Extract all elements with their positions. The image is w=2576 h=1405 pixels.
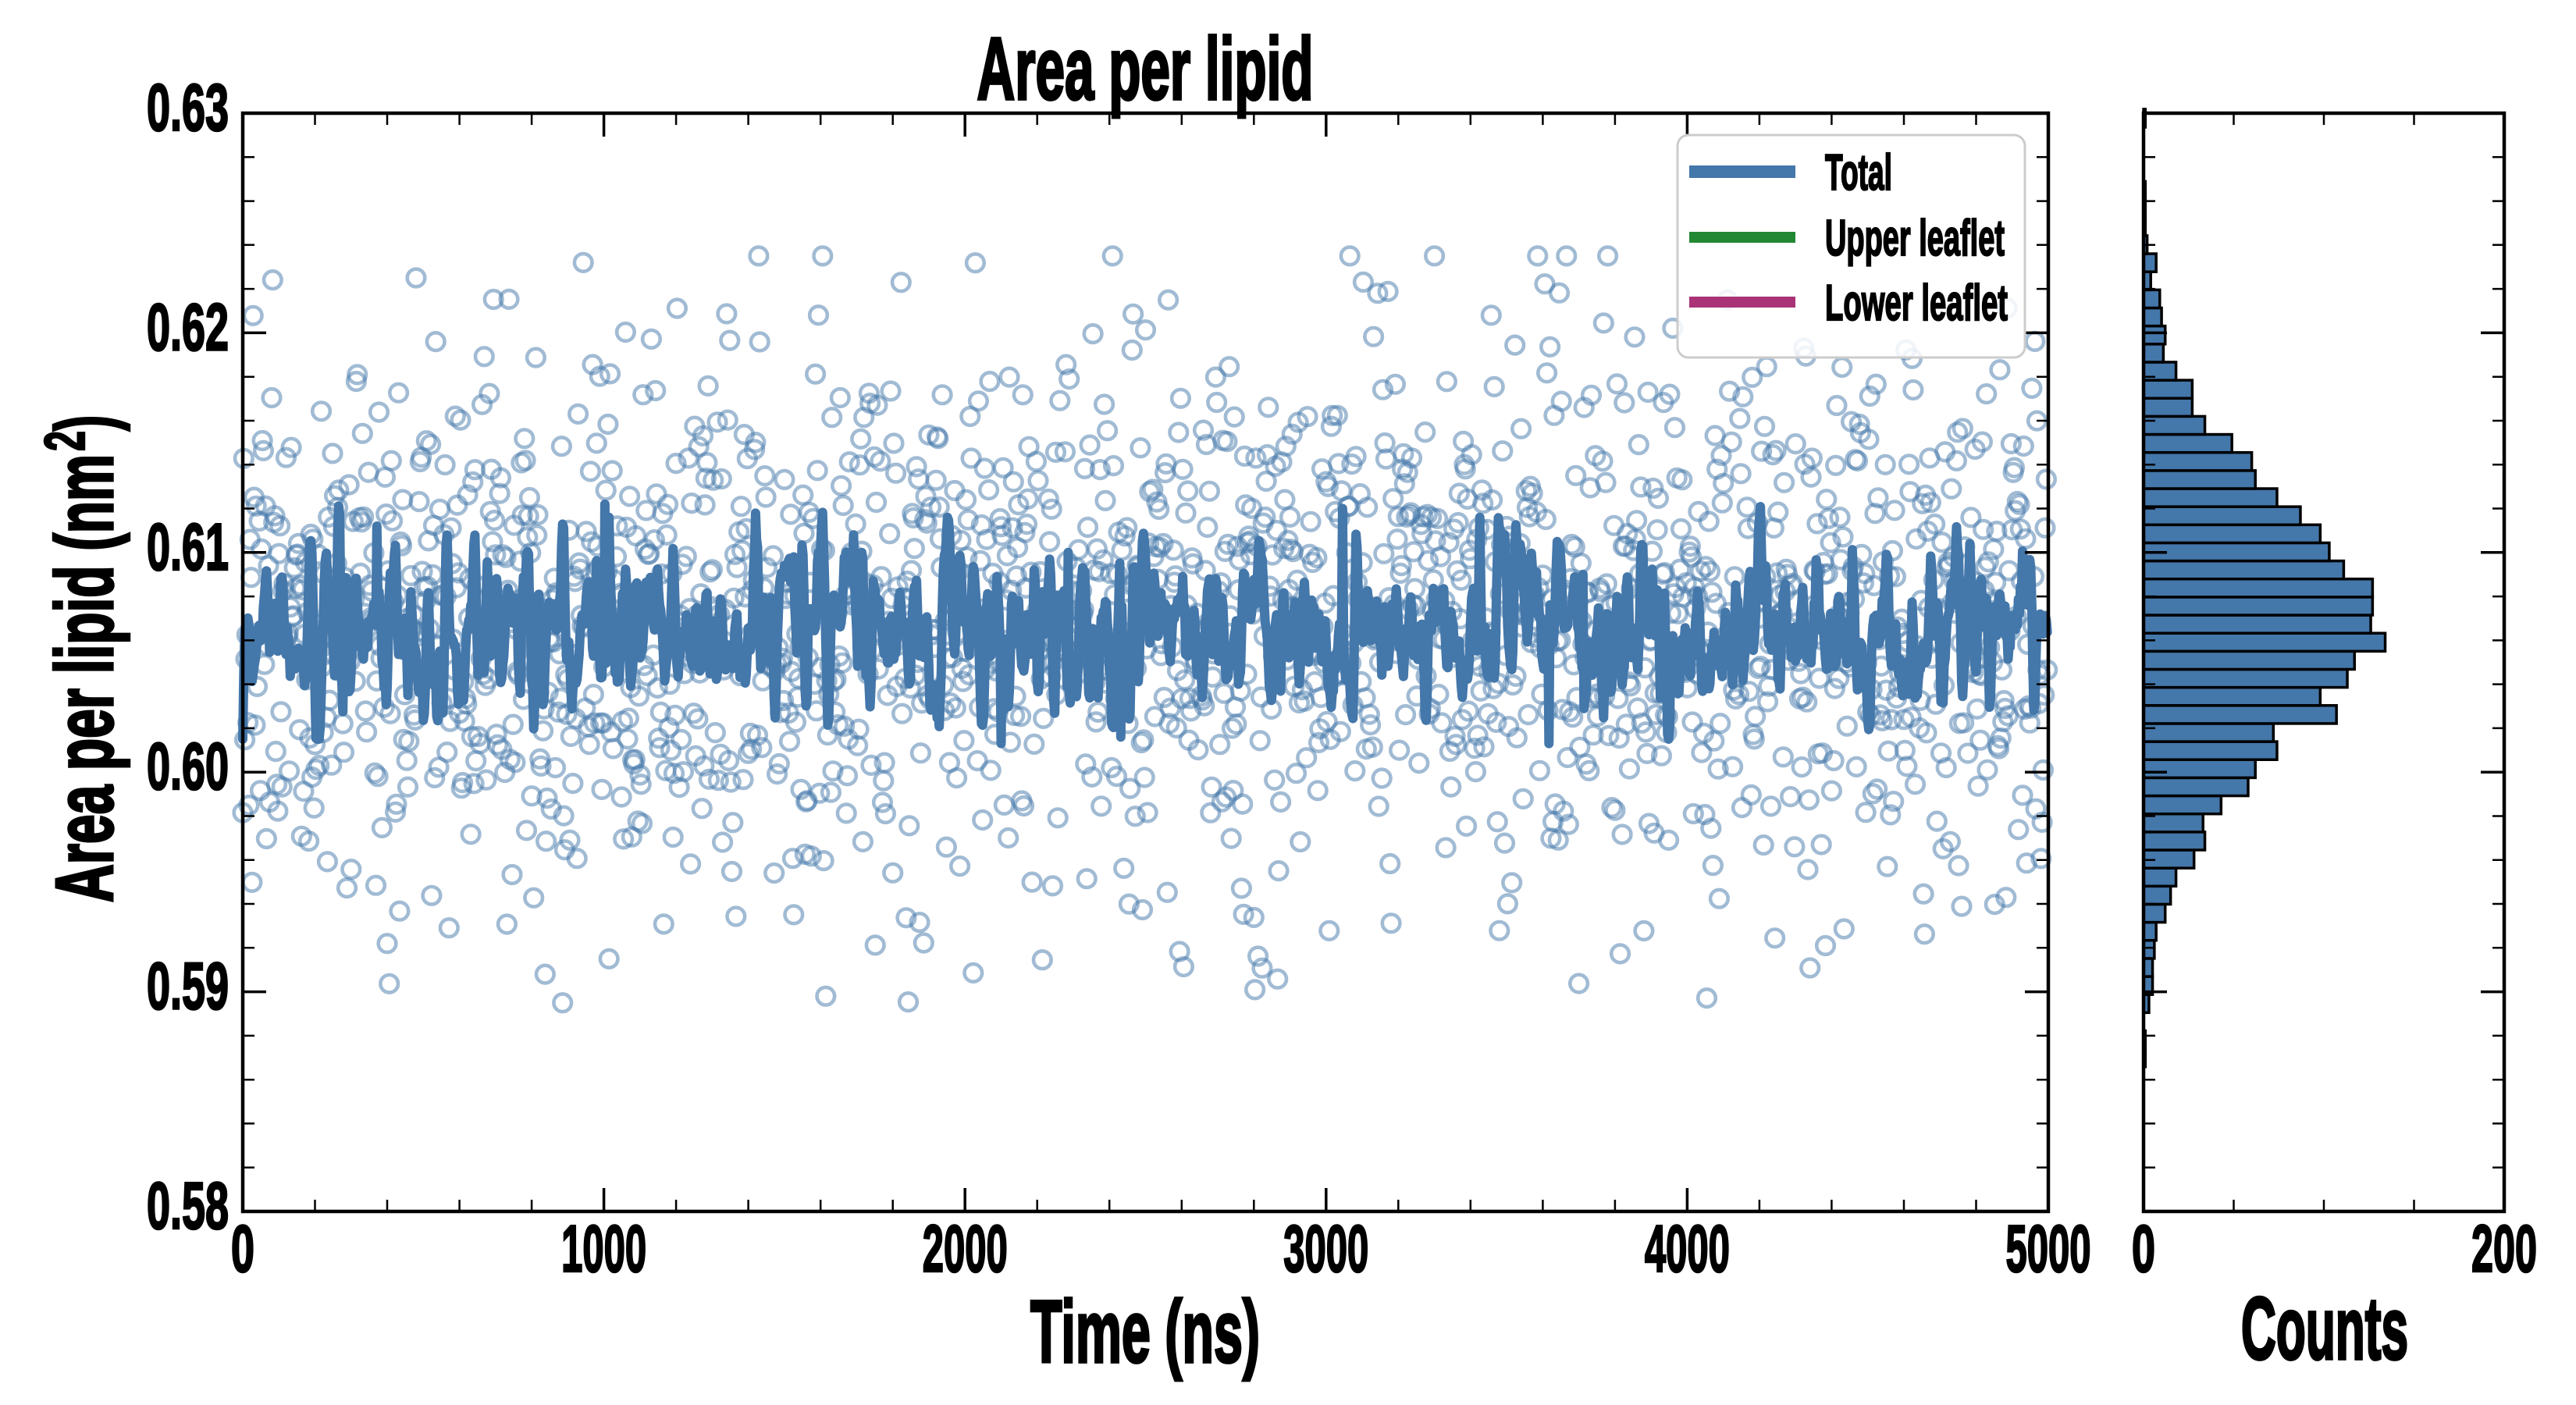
svg-text:5000: 5000 <box>2006 1212 2091 1286</box>
svg-text:2000: 2000 <box>923 1212 1008 1286</box>
svg-text:1000: 1000 <box>561 1212 646 1286</box>
svg-text:Upper leaflet: Upper leaflet <box>1825 209 2005 266</box>
svg-text:4000: 4000 <box>1645 1212 1730 1286</box>
svg-text:Total: Total <box>1825 144 1892 201</box>
svg-text:Counts: Counts <box>2241 1279 2408 1378</box>
svg-text:): ) <box>40 415 130 431</box>
svg-text:Time (ns): Time (ns) <box>1030 1282 1260 1381</box>
svg-text:0.60: 0.60 <box>147 730 229 804</box>
svg-text:Lower leaflet: Lower leaflet <box>1825 274 2008 331</box>
svg-text:200: 200 <box>2471 1212 2537 1286</box>
svg-text:0: 0 <box>231 1212 254 1286</box>
svg-text:Area per lipid: Area per lipid <box>977 20 1314 118</box>
svg-text:0.63: 0.63 <box>147 71 229 145</box>
svg-text:0: 0 <box>2132 1212 2155 1286</box>
svg-text:0.61: 0.61 <box>147 510 229 585</box>
svg-text:Area per lipid (nm: Area per lipid (nm <box>40 454 130 902</box>
svg-text:2: 2 <box>34 431 97 451</box>
svg-text:3000: 3000 <box>1283 1212 1368 1286</box>
svg-text:0.59: 0.59 <box>147 950 229 1024</box>
svg-text:0.58: 0.58 <box>147 1169 229 1243</box>
svg-text:0.62: 0.62 <box>147 290 229 365</box>
